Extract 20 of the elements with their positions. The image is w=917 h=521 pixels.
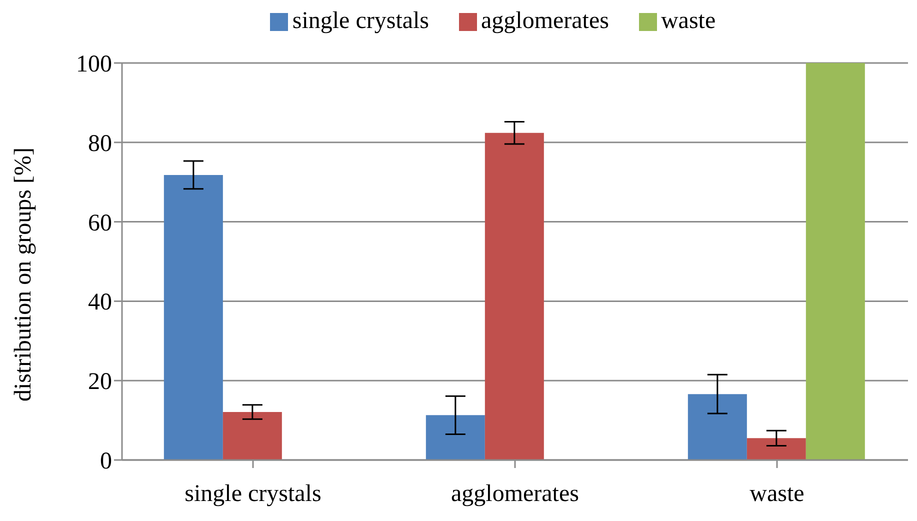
legend-label: single crystals (292, 8, 430, 34)
bar (688, 394, 747, 460)
x-tick-label: agglomerates (451, 481, 579, 508)
bar (746, 438, 806, 460)
y-tick-label: 60 (88, 210, 112, 236)
y-tick-label: 20 (88, 369, 112, 396)
bar (222, 412, 282, 460)
bar (426, 415, 485, 460)
y-tick-label: 0 (100, 448, 112, 475)
x-tick-label: waste (750, 481, 804, 508)
bar (806, 63, 865, 460)
y-tick-label: 100 (76, 52, 112, 78)
bar (484, 132, 544, 460)
y-tick-label: 80 (88, 130, 112, 157)
bar (164, 174, 223, 460)
y-tick-label: 40 (88, 290, 112, 316)
y-axis-title: distribution on groups [%] (10, 148, 37, 402)
legend-label: waste (660, 8, 716, 34)
legend-label: agglomerates (481, 8, 609, 34)
x-tick-label: single crystals (184, 481, 322, 508)
